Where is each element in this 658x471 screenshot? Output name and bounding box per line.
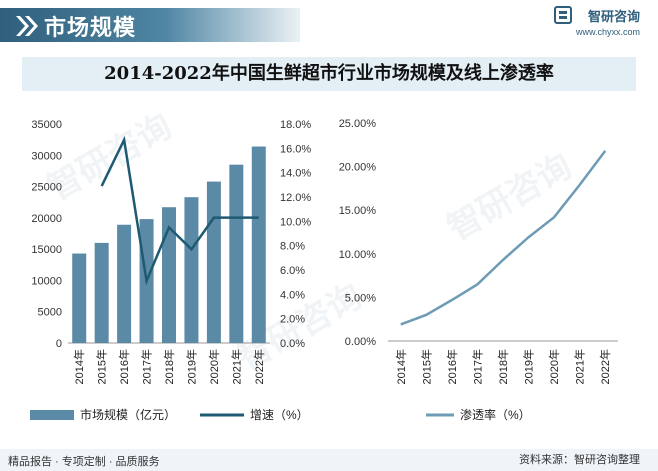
x-tick-label: 2014年 (72, 349, 86, 384)
x-tick-label: 2020年 (547, 349, 561, 384)
y-tick-label-right: 14.0% (280, 168, 311, 180)
bar (184, 197, 199, 343)
growth-line (100, 135, 259, 286)
legend-label-line: 增速（%） (250, 408, 309, 422)
penetration-line (400, 150, 607, 326)
y-tick-label-left: 15000 (31, 244, 62, 256)
brand-name: 智研咨询 (587, 9, 640, 24)
x-tick-label: 2014年 (394, 349, 408, 384)
bar (162, 207, 176, 343)
header-bar (0, 8, 300, 42)
y-tick-label: 0.00% (345, 336, 376, 348)
header-title: 市场规模 (44, 15, 137, 40)
x-tick-label: 2019年 (522, 349, 536, 384)
brand: 智研咨询 www.chyxx.com (553, 6, 640, 37)
legend-label-line: 渗透率（%） (460, 407, 531, 422)
x-tick-label: 2022年 (252, 349, 266, 384)
y-tick-label: 10.00% (339, 249, 377, 261)
x-tick-label: 2017年 (470, 349, 484, 384)
y-tick-label-left: 25000 (31, 182, 62, 194)
y-tick-label-right: 12.0% (280, 192, 311, 204)
x-tick-label: 2021年 (229, 349, 243, 384)
y-tick-label-right: 8.0% (280, 241, 305, 253)
y-tick-label: 20.00% (339, 162, 377, 174)
y-tick-label-right: 16.0% (280, 143, 311, 155)
x-tick-label: 2015年 (419, 349, 433, 384)
y-tick-label-right: 0.0% (280, 338, 305, 350)
market-size-chart: 0 5000 10000 15000 20000 25000 30000 35000 0.0% 2… (30, 119, 311, 422)
chart-title: 2014-2022年中国生鲜超市行业市场规模及线上渗透率 (104, 63, 554, 84)
footer-source: 资料来源：智研咨询整理 (519, 454, 640, 466)
y-tick-label: 15.00% (339, 205, 377, 217)
x-tick-label: 2022年 (598, 349, 612, 384)
y-tick-label-left: 20000 (31, 213, 62, 225)
x-tick-label: 2018年 (496, 349, 510, 384)
brand-url[interactable]: www.chyxx.com (575, 27, 640, 37)
double-chevron-icon (16, 16, 38, 36)
y-tick-label-right: 6.0% (280, 265, 305, 277)
header: 市场规模 智研咨询 www.chyxx.com (0, 0, 658, 50)
penetration-chart: 0.00% 5.00% 10.00% 15.00% 20.00% 25.00% 2014年 2… (339, 118, 618, 422)
legend-swatch-bar (30, 410, 74, 420)
x-tick-label: 2016年 (117, 349, 131, 384)
x-tick-label: 2018年 (162, 349, 176, 384)
y-tick-label-left: 30000 (31, 150, 62, 162)
bar (229, 164, 244, 343)
y-tick-label-right: 10.0% (280, 216, 311, 228)
y-tick-label-left: 10000 (31, 275, 62, 287)
y-tick-label-right: 18.0% (280, 119, 311, 131)
footer: 精品报告 · 专项定制 · 品质服务 资料来源：智研咨询整理 (0, 449, 658, 471)
bar (206, 181, 221, 343)
bar (94, 242, 109, 343)
x-tick-label: 2017年 (140, 349, 154, 384)
chart-title-box: 2014-2022年中国生鲜超市行业市场规模及线上渗透率 (22, 57, 636, 91)
bar (117, 224, 132, 343)
y-tick-label-right: 2.0% (280, 314, 305, 326)
x-tick-label: 2016年 (445, 349, 459, 384)
x-tick-label: 2015年 (95, 349, 109, 384)
bar (72, 253, 87, 343)
legend-label-bar: 市场规模（亿元） (80, 407, 176, 422)
y-tick-label: 5.00% (345, 292, 376, 304)
y-tick-label-left: 0 (56, 338, 62, 350)
y-tick-label-left: 5000 (38, 307, 62, 319)
y-tick-label-right: 4.0% (280, 289, 305, 301)
footer-slogan: 精品报告 · 专项定制 · 品质服务 (8, 456, 160, 468)
y-tick-label: 25.00% (339, 118, 377, 130)
x-tick-label: 2019年 (184, 349, 198, 384)
x-tick-label: 2020年 (207, 349, 221, 384)
y-tick-label-left: 35000 (31, 119, 62, 131)
brand-logo-icon (553, 6, 572, 24)
bar (251, 146, 266, 343)
x-tick-label: 2021年 (573, 349, 587, 384)
